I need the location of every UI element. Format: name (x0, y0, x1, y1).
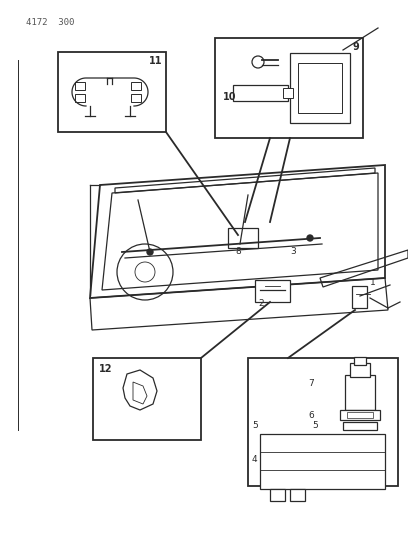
Text: 11: 11 (149, 56, 162, 66)
Bar (58, 52, 166, 132)
Text: 5: 5 (312, 422, 318, 431)
Text: 1: 1 (370, 278, 376, 287)
Circle shape (147, 249, 153, 255)
Bar (298, 63, 342, 113)
Text: 6: 6 (308, 410, 314, 419)
Bar (233, 85, 288, 101)
Text: 10: 10 (223, 92, 237, 102)
Bar (260, 434, 385, 489)
Bar (354, 357, 366, 365)
Text: 2: 2 (258, 299, 264, 308)
Text: 5: 5 (252, 422, 258, 431)
Bar (255, 280, 290, 302)
Bar (343, 422, 377, 430)
Text: 7: 7 (308, 378, 314, 387)
Text: 3: 3 (290, 247, 296, 256)
Text: 9: 9 (352, 42, 359, 52)
Bar (352, 286, 367, 308)
Text: 4172  300: 4172 300 (26, 18, 74, 27)
Bar (290, 53, 350, 123)
Bar (131, 82, 141, 90)
Bar (93, 358, 201, 440)
Bar (75, 94, 85, 102)
Bar (350, 363, 370, 377)
Circle shape (237, 241, 243, 247)
Bar (75, 82, 85, 90)
Bar (248, 358, 398, 486)
Bar (270, 489, 285, 501)
Bar (347, 412, 373, 418)
Bar (283, 88, 293, 98)
Bar (345, 375, 375, 410)
Text: 12: 12 (99, 364, 113, 374)
Text: 4: 4 (252, 455, 257, 464)
Bar (131, 94, 141, 102)
Text: 8: 8 (235, 247, 241, 256)
Bar (215, 38, 363, 138)
Bar (228, 228, 258, 248)
Circle shape (307, 235, 313, 241)
Bar (340, 410, 380, 420)
Bar (290, 489, 305, 501)
